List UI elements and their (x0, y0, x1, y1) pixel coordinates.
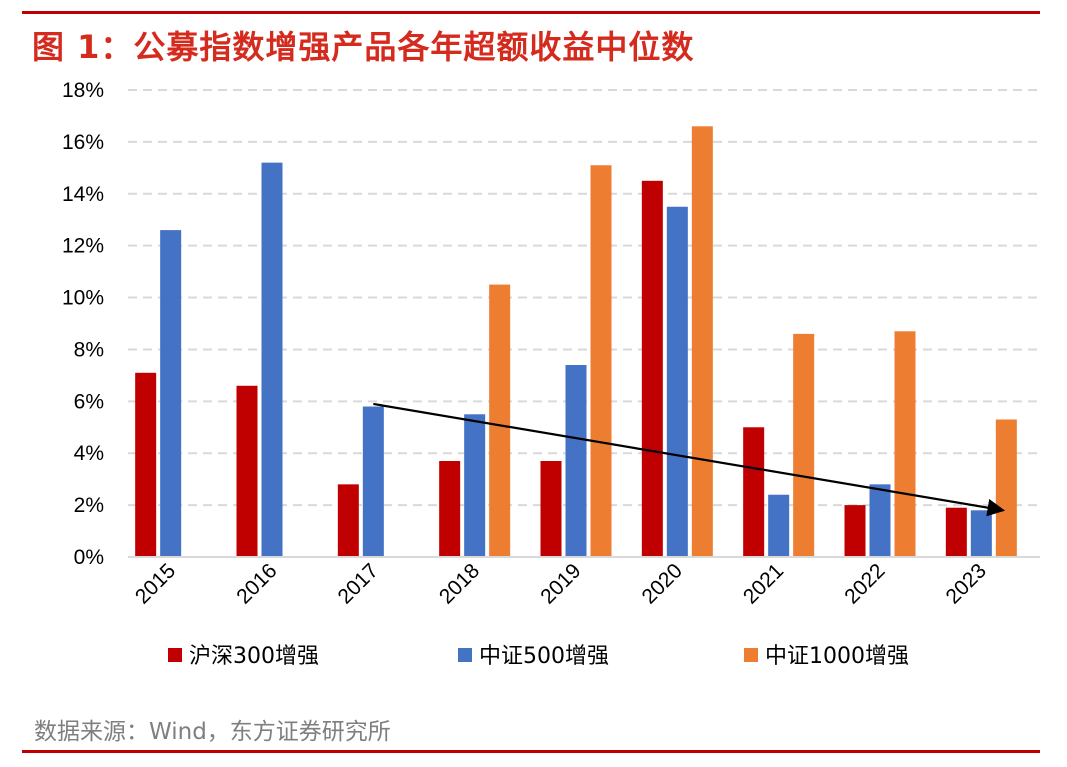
bar-沪深300增强-2018 (439, 461, 461, 557)
bar-中证500增强-2023 (970, 510, 992, 557)
y-tick-label: 8% (74, 338, 104, 361)
legend: 沪深300增强 中证500增强 中证1000增强 (168, 644, 909, 669)
bar-中证500增强-2019 (565, 365, 587, 557)
bar-沪深300增强-2020 (641, 180, 663, 558)
y-tick-label: 12% (62, 235, 104, 258)
x-tick-label: 2017 (334, 559, 383, 608)
x-tick-label: 2022 (840, 559, 889, 608)
x-tick-label: 2018 (435, 559, 484, 608)
legend-label: 中证1000增强 (765, 644, 909, 669)
bar-沪深300增强-2021 (743, 427, 765, 557)
annotations (373, 402, 1006, 517)
bar-沪深300增强-2016 (236, 385, 258, 557)
y-tick-label: 10% (62, 287, 104, 310)
x-tick-label: 2020 (638, 559, 687, 608)
bar-沪深300增强-2023 (945, 507, 967, 557)
bar-中证500增强-2017 (362, 406, 384, 557)
bar-中证500增强-2022 (869, 484, 891, 557)
y-tick-label: 4% (74, 442, 104, 465)
y-tick-label: 2% (74, 494, 104, 517)
x-tick-label: 2016 (232, 559, 281, 608)
y-tick-label: 6% (74, 390, 104, 413)
bar-中证500增强-2021 (768, 494, 790, 557)
legend-swatch (168, 648, 182, 662)
x-tick-label: 2019 (536, 559, 585, 608)
trend-arrow (373, 402, 1006, 517)
bar-中证1000增强-2023 (995, 419, 1017, 557)
bar-中证500增强-2016 (261, 162, 283, 557)
bar-中证1000增强-2021 (793, 333, 815, 557)
bar-中证500增强-2015 (160, 230, 182, 557)
legend-swatch (744, 648, 758, 662)
x-tick-label: 2015 (131, 559, 180, 608)
bar-中证1000增强-2018 (489, 284, 511, 557)
bar-中证1000增强-2022 (894, 331, 916, 557)
legend-label: 中证500增强 (479, 644, 609, 669)
bar-沪深300增强-2017 (337, 484, 359, 557)
bar-沪深300增强-2015 (135, 372, 157, 557)
y-tick-label: 14% (62, 183, 104, 206)
x-tick-label: 2023 (942, 559, 991, 608)
bar-中证1000增强-2019 (590, 165, 612, 557)
bar-中证500增强-2018 (464, 414, 486, 557)
y-tick-label: 16% (62, 131, 104, 154)
bottom-rule (22, 750, 1040, 753)
bar-中证1000增强-2020 (691, 126, 713, 558)
legend-swatch (458, 648, 472, 662)
source-note: 数据来源：Wind，东方证券研究所 (34, 719, 391, 745)
top-rule (22, 11, 1040, 14)
bar-沪深300增强-2019 (540, 461, 562, 557)
y-tick-label: 18% (62, 79, 104, 102)
figure-title: 图 1：公募指数增强产品各年超额收益中位数 (32, 28, 695, 66)
bar-中证500增强-2020 (666, 206, 688, 557)
bar-沪深300增强-2022 (844, 505, 866, 557)
bars (135, 126, 1017, 558)
x-tick-label: 2021 (739, 559, 788, 608)
y-tick-label: 0% (74, 546, 104, 569)
legend-label: 沪深300增强 (189, 644, 319, 669)
